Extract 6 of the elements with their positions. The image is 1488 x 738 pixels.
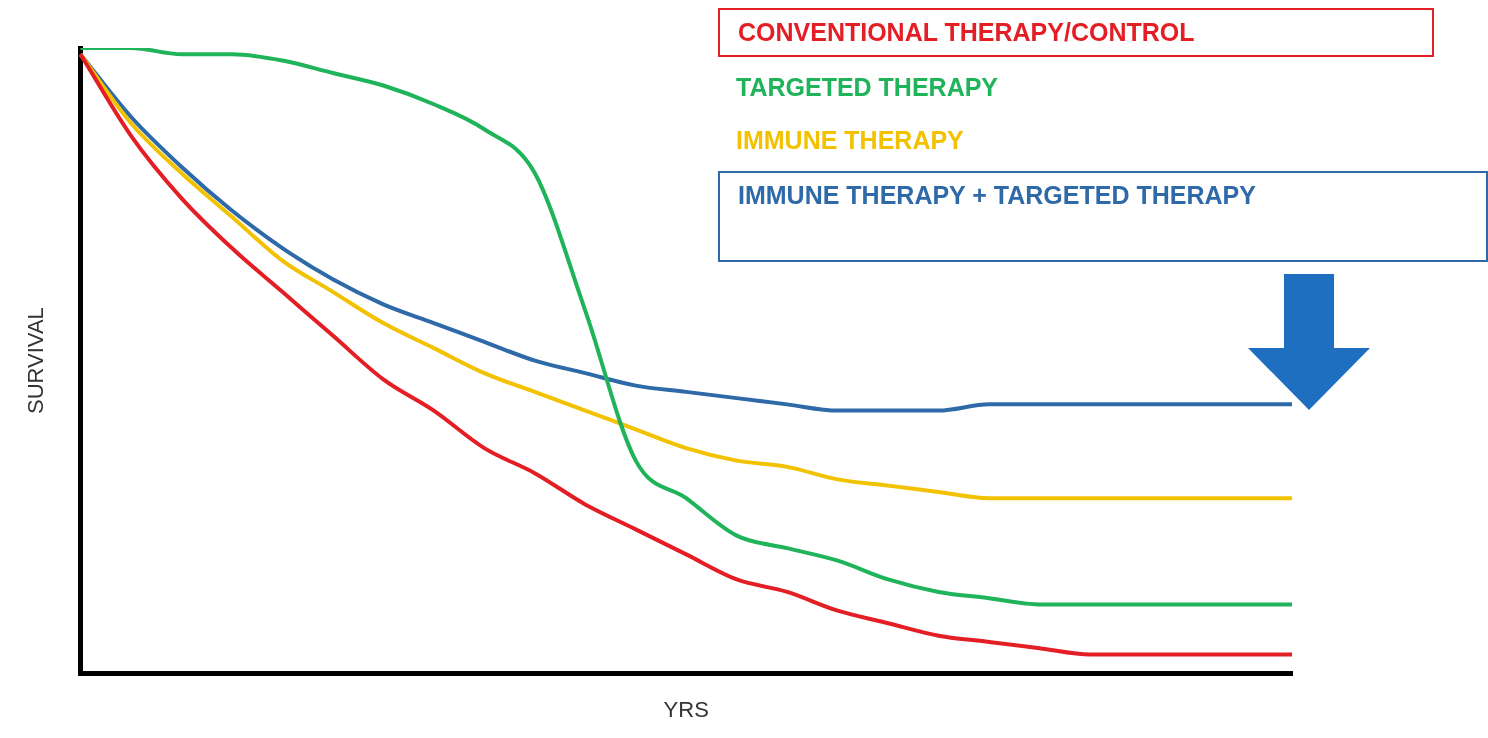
text: TARGETED THERAPY <box>735 72 1000 103</box>
text: CONVENTIONAL THERAPY/CONTROL <box>718 8 1434 57</box>
y-axis-title: SURVIVAL <box>23 307 49 414</box>
x-axis-title: YRS <box>663 696 709 722</box>
text: IMMUNE THERAPY <box>735 125 965 156</box>
text: IMMUNE THERAPY + TARGETED THERAPY <box>718 171 1488 262</box>
